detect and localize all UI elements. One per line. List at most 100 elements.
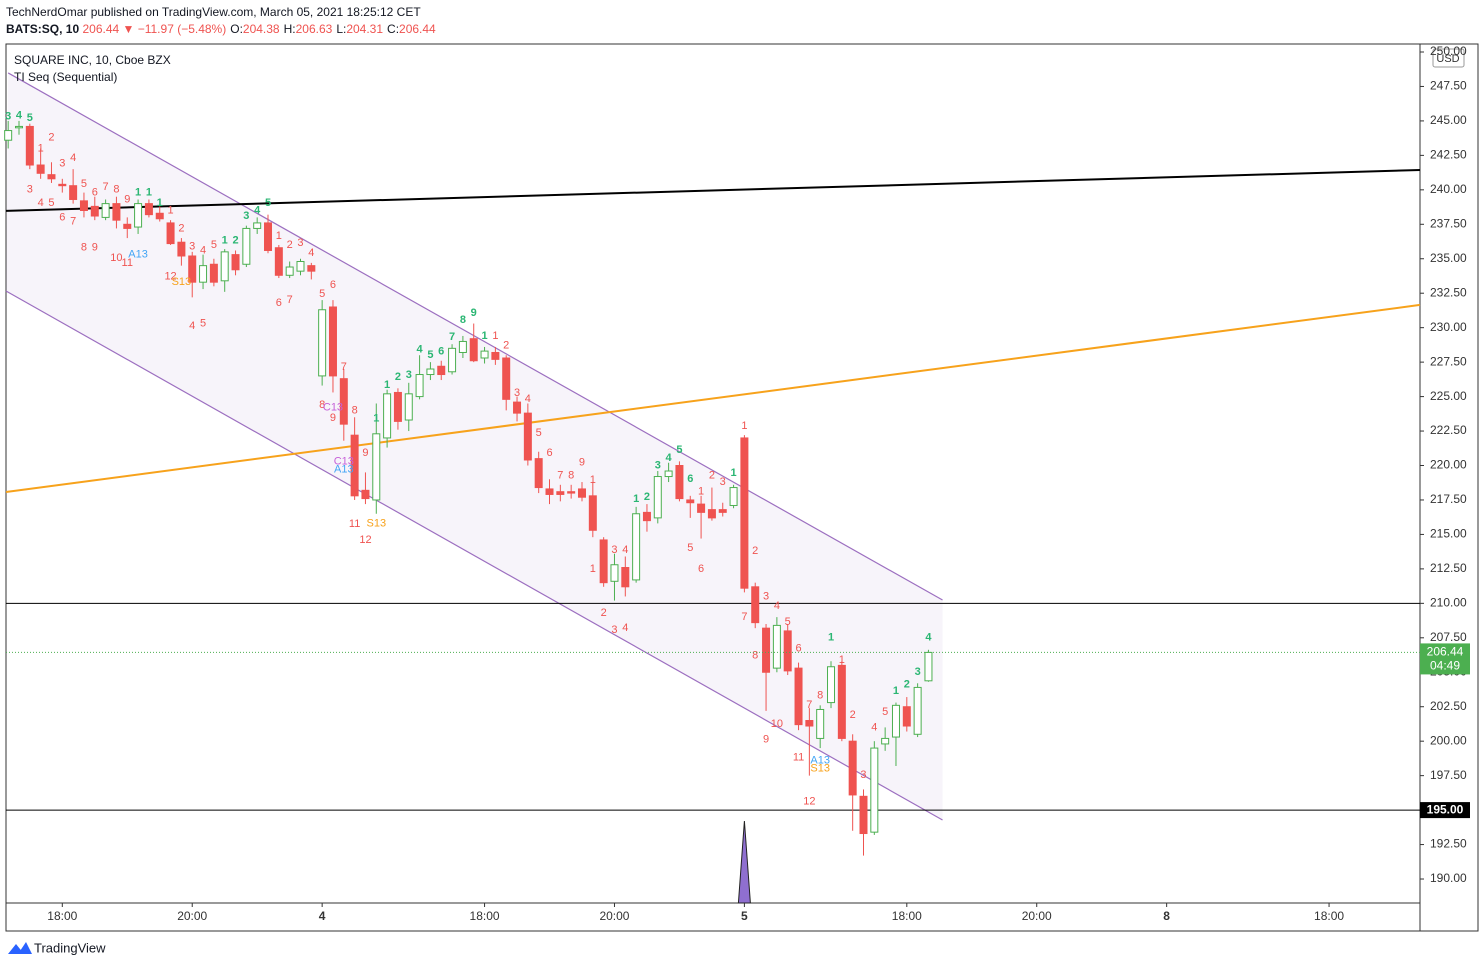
sequential-count: 3 (297, 237, 303, 249)
price-label-box (1420, 802, 1470, 819)
candle-body (567, 491, 576, 494)
channel-line (7, 72, 943, 601)
indicator-name: TI Seq (Sequential) (14, 70, 117, 84)
candle-body (718, 509, 727, 513)
candle-body (859, 795, 868, 835)
candle-body (393, 391, 402, 422)
sequential-count: 12 (359, 534, 371, 546)
sequential-count: A13 (128, 249, 148, 261)
sequential-count: 3 (514, 387, 520, 399)
sequential-count: 6 (276, 297, 282, 309)
y-tick-label: 215.00 (1430, 527, 1467, 541)
y-tick-label: 200.00 (1430, 733, 1467, 747)
y-tick-label: 197.50 (1430, 768, 1467, 782)
sequential-count: 5 (211, 239, 217, 251)
sequential-count: 8 (81, 242, 87, 254)
sequential-count: 4 (254, 204, 261, 216)
candle-body (491, 351, 500, 360)
candle-body (924, 651, 933, 682)
sequential-count: 2 (395, 371, 401, 383)
sequential-count: 1 (590, 474, 596, 486)
candle-body (729, 487, 738, 506)
sequential-count: 9 (362, 447, 368, 459)
sequential-count: 5 (319, 288, 325, 300)
candle-body (361, 489, 370, 500)
x-tick-label: 18:00 (470, 909, 500, 923)
currency: USD (1436, 53, 1459, 65)
sequential-count: 2 (178, 222, 184, 234)
sequential-count: 3 (655, 459, 661, 471)
sequential-count: 4 (774, 600, 780, 612)
candle-body (339, 378, 348, 425)
candle-body (740, 437, 749, 589)
sequential-count: 3 (59, 158, 65, 170)
candle-body (556, 491, 565, 495)
symbol-line: BATS:SQ, 10 206.44 ▼ −11.97 (−5.48%) O:20… (6, 22, 436, 36)
candle-body (220, 251, 229, 282)
sequential-count: 1 (492, 330, 498, 342)
ohlc-value: 204.31 (346, 22, 384, 36)
candle-body (653, 476, 662, 519)
candle-body (469, 338, 478, 362)
sequential-count: 4 (38, 197, 44, 209)
sequential-count: 6 (687, 473, 693, 485)
sequential-count: 2 (503, 339, 509, 351)
sequential-count: 5 (536, 427, 542, 439)
sequential-count: 8 (817, 690, 823, 702)
sequential-count: 4 (200, 244, 206, 256)
candle-body (177, 241, 186, 257)
sequential-count: 2 (904, 679, 910, 691)
sequential-count: S13 (810, 763, 830, 775)
signal-spike (737, 820, 751, 904)
change: 206.44 ▼ −11.97 (−5.48%) (82, 22, 227, 36)
candle-body (523, 412, 532, 461)
sequential-count: 11 (122, 257, 133, 269)
candle-body (426, 368, 435, 376)
candle-body (697, 503, 706, 513)
sequential-count: 5 (687, 542, 693, 554)
x-tick-label: 20:00 (599, 909, 629, 923)
sequential-count: 6 (546, 447, 552, 459)
sequential-count: 9 (471, 307, 477, 319)
candle-body (350, 434, 359, 497)
sequential-count: 5 (785, 616, 791, 628)
candle-body (794, 667, 803, 726)
candle-body (783, 630, 792, 672)
sequential-count: 5 (882, 706, 888, 718)
y-tick-label: 235.00 (1430, 251, 1467, 265)
candle-body (285, 266, 294, 276)
candle-body (231, 254, 240, 271)
sequential-count: 4 (871, 721, 877, 733)
candle-body (274, 247, 283, 276)
candle-body (47, 174, 56, 180)
sequential-count: 10 (771, 718, 783, 730)
sequential-count: 3 (611, 544, 617, 556)
sequential-count: 11 (793, 752, 804, 764)
channel-line (5, 290, 943, 821)
sequential-count: 7 (741, 611, 747, 623)
published-line: TechNerdOmar published on TradingView.co… (6, 5, 421, 19)
sequential-count: 9 (92, 242, 98, 254)
sequential-count: 2 (601, 607, 607, 619)
sequential-count: 4 (417, 344, 424, 356)
y-tick-label: 230.00 (1430, 320, 1467, 334)
sequential-count: 5 (676, 444, 682, 456)
sequential-count: 5 (81, 178, 87, 190)
sequential-count: 3 (243, 210, 249, 222)
sequential-count: 6 (330, 279, 336, 291)
ohlc-value: 206.44 (399, 22, 436, 36)
sequential-count: 1 (146, 186, 152, 198)
sequential-count: 3 (860, 769, 866, 781)
candle-body (404, 393, 413, 421)
sequential-count: A13 (810, 754, 830, 766)
sequential-count: 6 (698, 563, 704, 575)
candle-body (545, 488, 554, 495)
sequential-count: 3 (720, 476, 726, 488)
candle-body (610, 564, 619, 582)
sequential-count: 1 (135, 186, 141, 198)
sequential-count: 12 (164, 271, 176, 283)
candle-body (848, 740, 857, 796)
sequential-count: 1 (222, 235, 228, 247)
